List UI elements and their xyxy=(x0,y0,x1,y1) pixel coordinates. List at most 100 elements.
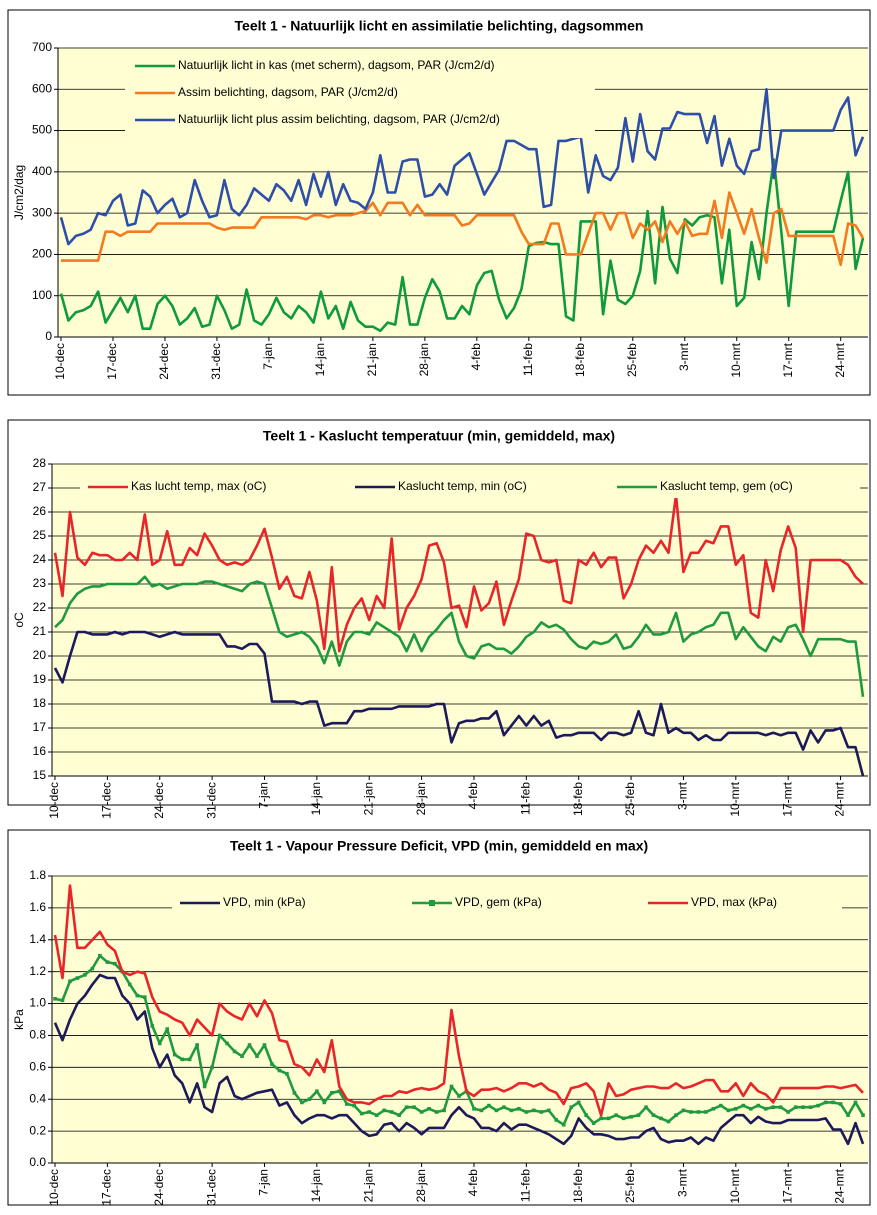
point-marker xyxy=(285,1071,289,1076)
point-marker xyxy=(60,998,65,1003)
y-tick-label: 27 xyxy=(33,480,47,494)
point-marker xyxy=(621,1116,626,1121)
x-tick-label: 3-mrt xyxy=(676,1168,690,1197)
y-tick-label: 18 xyxy=(33,696,47,710)
y-tick-label: 0.2 xyxy=(29,1123,46,1137)
point-marker xyxy=(659,1116,663,1121)
point-marker xyxy=(644,1105,648,1109)
x-tick-label: 17-mrt xyxy=(780,781,794,816)
x-tick-label: 24-dec xyxy=(152,1169,166,1206)
point-marker xyxy=(315,1089,319,1094)
x-tick-label: 17-dec xyxy=(100,1169,114,1206)
point-marker xyxy=(734,1106,738,1111)
y-tick-label: 15 xyxy=(33,768,47,782)
point-marker xyxy=(307,1097,312,1102)
y-tick-label: 23 xyxy=(33,576,47,590)
point-marker xyxy=(524,1110,529,1114)
point-marker xyxy=(247,1043,252,1047)
point-marker xyxy=(861,1113,865,1117)
point-marker xyxy=(554,1118,559,1122)
x-tick-label: 18-feb xyxy=(571,782,585,816)
legend-label: Kas lucht temp, max (oC) xyxy=(131,479,266,493)
chart-title: Teelt 1 - Vapour Pressure Deficit, VPD (… xyxy=(230,838,648,854)
point-marker xyxy=(157,1041,162,1046)
point-marker xyxy=(150,1024,155,1028)
x-tick-label: 24-mrt xyxy=(833,781,847,816)
x-tick-label: 24-dec xyxy=(152,782,166,819)
legend-label: Natuurlijk licht in kas (met scherm), da… xyxy=(178,58,495,72)
point-marker xyxy=(748,1106,753,1111)
y-axis-label: J/cm2/dag xyxy=(12,165,26,220)
x-tick-label: 10-dec xyxy=(53,343,67,380)
plot-area xyxy=(52,876,868,1163)
legend-label: VPD, min (kPa) xyxy=(223,895,306,909)
point-marker xyxy=(741,1103,746,1108)
series-line xyxy=(59,88,865,246)
y-tick-label: 0 xyxy=(45,329,52,343)
point-marker xyxy=(68,979,72,984)
y-tick-label: 600 xyxy=(32,81,52,95)
point-marker xyxy=(442,1108,446,1113)
point-marker xyxy=(232,1049,237,1054)
y-axis-label: oC xyxy=(12,612,26,628)
y-tick-label: 500 xyxy=(32,123,52,137)
point-marker xyxy=(449,1084,454,1089)
point-marker xyxy=(726,1108,731,1113)
point-marker xyxy=(591,1121,596,1125)
x-tick-label: 10-mrt xyxy=(728,1168,742,1203)
y-tick-label: 17 xyxy=(33,720,47,734)
point-marker xyxy=(846,1113,850,1117)
point-marker xyxy=(801,1105,805,1109)
point-marker xyxy=(711,1106,716,1111)
point-marker xyxy=(487,1103,491,1108)
x-tick-label: 11-feb xyxy=(521,343,535,376)
point-marker xyxy=(569,1105,574,1109)
point-marker xyxy=(838,1102,843,1106)
x-tick-label: 21-jan xyxy=(361,782,375,815)
y-tick-label: 0.6 xyxy=(29,1060,46,1074)
point-marker xyxy=(180,1057,184,1062)
point-marker xyxy=(808,1105,813,1109)
x-tick-label: 14-jan xyxy=(309,1169,323,1202)
x-tick-label: 11-feb xyxy=(519,1169,533,1202)
point-marker xyxy=(561,1122,566,1127)
x-tick-label: 7-jan xyxy=(257,1169,271,1196)
point-marker xyxy=(389,1110,394,1114)
point-marker xyxy=(539,1110,544,1114)
y-axis-label: kPa xyxy=(12,1009,26,1030)
chart-title: Teelt 1 - Natuurlijk licht en assimilati… xyxy=(235,18,644,34)
x-tick-label: 14-jan xyxy=(313,343,327,376)
y-tick-label: 1.2 xyxy=(29,964,46,978)
point-marker xyxy=(651,1113,656,1117)
series-line xyxy=(59,158,865,333)
y-tick-label: 28 xyxy=(33,456,47,470)
point-marker xyxy=(292,1091,297,1095)
series-line xyxy=(61,191,865,267)
point-marker xyxy=(681,1108,686,1113)
x-tick-label: 31-dec xyxy=(204,782,218,819)
x-tick-label: 18-feb xyxy=(573,343,587,377)
point-marker xyxy=(419,1110,424,1114)
point-marker xyxy=(576,1100,581,1105)
point-marker xyxy=(322,1100,327,1105)
x-tick-label: 17-dec xyxy=(105,343,119,380)
point-marker xyxy=(367,1110,372,1114)
point-marker xyxy=(704,1110,708,1114)
point-marker xyxy=(98,953,102,958)
y-tick-label: 0.8 xyxy=(29,1028,46,1042)
point-marker xyxy=(636,1113,641,1117)
y-tick-label: 100 xyxy=(32,288,52,302)
point-marker xyxy=(674,1113,678,1117)
y-tick-label: 21 xyxy=(33,624,47,638)
legend-background xyxy=(80,476,860,498)
x-tick-label: 7-jan xyxy=(257,782,271,809)
series-line xyxy=(53,884,864,1117)
point-marker xyxy=(210,1065,214,1070)
point-marker xyxy=(532,1108,536,1113)
x-tick-label: 17-mrt xyxy=(781,342,795,377)
point-marker xyxy=(83,973,87,977)
y-tick-label: 19 xyxy=(33,672,47,686)
point-marker xyxy=(786,1110,790,1114)
point-marker xyxy=(195,1043,199,1047)
